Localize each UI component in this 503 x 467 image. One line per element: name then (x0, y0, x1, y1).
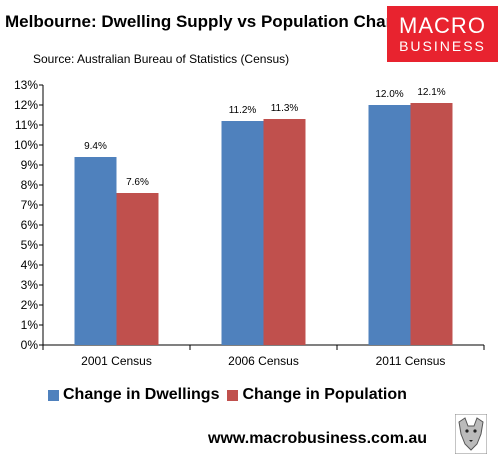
legend-item-dwellings: Change in Dwellings (48, 386, 219, 404)
legend-item-population: Change in Population (227, 386, 407, 404)
y-tick-label: 0% (21, 338, 39, 352)
y-tick-label: 7% (21, 198, 39, 212)
macrobusiness-logo: MACRO BUSINESS (387, 6, 498, 62)
bar-population-0 (116, 193, 159, 345)
x-tick-label: 2006 Census (228, 354, 299, 368)
y-tick-label: 10% (14, 138, 38, 152)
x-tick-label: 2011 Census (376, 354, 446, 368)
y-tick-label: 13% (14, 78, 38, 92)
chart-legend: Change in Dwellings Change in Population (48, 386, 415, 404)
bar-dwellings-0 (74, 157, 117, 345)
wolf-head-icon (455, 414, 487, 454)
y-tick-label: 5% (21, 238, 39, 252)
y-tick-label: 2% (21, 298, 39, 312)
legend-label-dwellings: Change in Dwellings (63, 386, 220, 403)
website-url: www.macrobusiness.com.au (208, 430, 428, 447)
y-tick-label: 3% (21, 278, 39, 292)
y-tick-label: 4% (21, 258, 39, 272)
logo-line2: BUSINESS (399, 38, 486, 54)
legend-swatch-population (227, 389, 239, 401)
y-tick-label: 11% (15, 118, 38, 132)
x-tick-label: 2001 Census (81, 354, 152, 368)
y-tick-label: 12% (14, 98, 38, 112)
bar-population-1 (263, 119, 306, 345)
data-label: 11.2% (229, 105, 257, 116)
legend-swatch-dwellings (48, 389, 59, 401)
bar-dwellings-2 (368, 105, 411, 345)
logo-line1: MACRO (399, 13, 486, 38)
data-label: 7.6% (126, 177, 149, 188)
chart-source: Source: Australian Bureau of Statistics … (33, 52, 290, 66)
legend-label-population: Change in Population (242, 386, 407, 403)
y-tick-label: 1% (21, 318, 39, 332)
y-tick-label: 6% (21, 218, 39, 232)
data-label: 11.3% (271, 103, 299, 114)
bar-dwellings-1 (221, 121, 264, 345)
y-tick-label: 9% (21, 158, 39, 172)
data-label: 12.0% (375, 89, 403, 100)
data-label: 9.4% (84, 141, 107, 152)
y-tick-label: 8% (21, 178, 39, 192)
data-label: 12.1% (417, 87, 445, 98)
bar-population-2 (410, 103, 453, 345)
chart-title: Melbourne: Dwelling Supply vs Population… (5, 12, 416, 31)
